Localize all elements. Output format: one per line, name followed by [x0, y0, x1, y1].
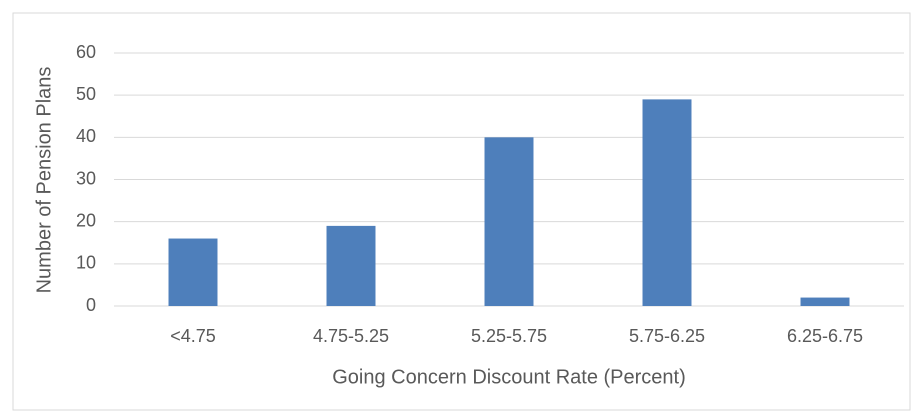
x-tick-label: 4.75-5.25 — [313, 326, 389, 346]
y-tick-label: 0 — [86, 295, 96, 315]
x-tick-label: 6.25-6.75 — [787, 326, 863, 346]
y-tick-label: 20 — [76, 210, 96, 230]
bar — [484, 137, 534, 306]
chart-frame — [12, 12, 911, 411]
y-tick-label: 10 — [76, 253, 96, 273]
y-tick-label: 60 — [76, 42, 96, 62]
bar — [326, 225, 376, 306]
bar — [168, 238, 218, 306]
y-tick-label: 50 — [76, 84, 96, 104]
y-axis-title: Number of Pension Plans — [33, 67, 55, 294]
bar — [642, 99, 692, 306]
x-tick-label: 5.25-5.75 — [471, 326, 547, 346]
x-tick-label: 5.75-6.25 — [629, 326, 705, 346]
x-axis-title: Going Concern Discount Rate (Percent) — [332, 366, 686, 388]
x-tick-label: <4.75 — [170, 326, 216, 346]
y-tick-label: 40 — [76, 126, 96, 146]
y-tick-label: 30 — [76, 168, 96, 188]
bar — [800, 297, 850, 306]
